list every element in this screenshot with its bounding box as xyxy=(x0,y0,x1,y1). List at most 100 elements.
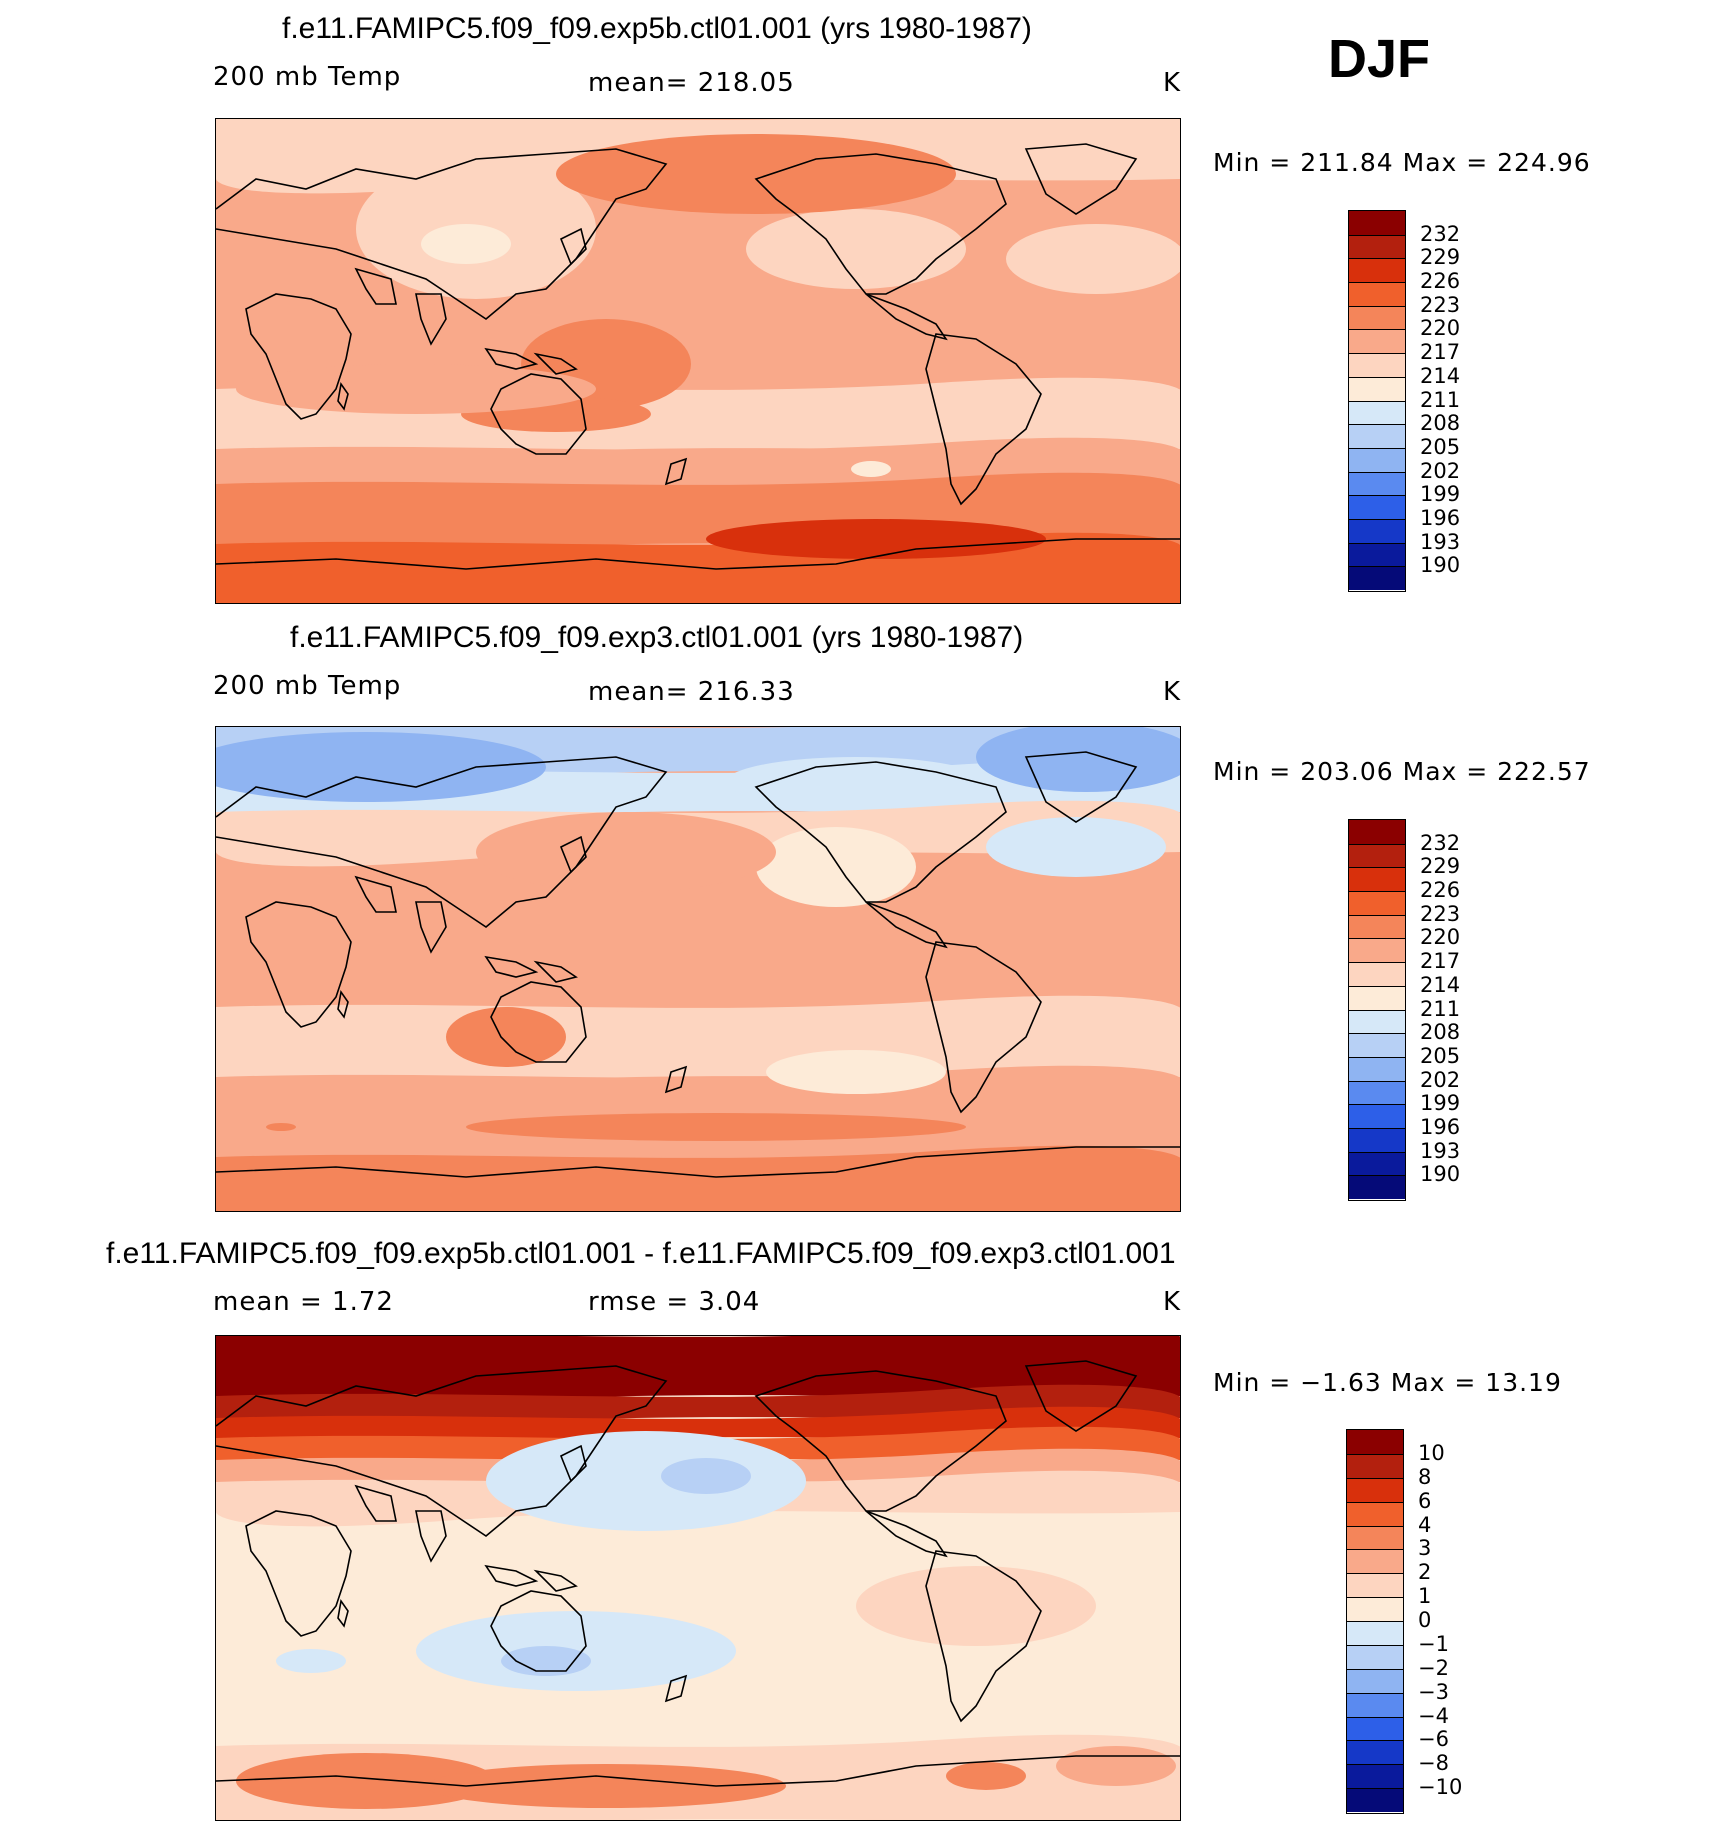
colorbar-segment xyxy=(1349,258,1405,283)
colorbar-tick-label: 208 xyxy=(1420,411,1461,436)
colorbar-segment xyxy=(1349,376,1405,401)
colorbar-segment xyxy=(1347,1525,1403,1550)
coastline xyxy=(664,1065,688,1094)
contour-region xyxy=(556,134,956,214)
colorbar-segment xyxy=(1347,1788,1403,1812)
colorbar-tick-label: 205 xyxy=(1420,434,1461,459)
panel-1-mean-label: mean= 218.05 xyxy=(588,68,795,98)
colorbar-segment xyxy=(1349,962,1405,986)
coastline xyxy=(865,901,948,949)
colorbar-segment xyxy=(1349,447,1405,472)
contour-region xyxy=(756,827,916,907)
contour-region xyxy=(746,209,966,289)
colorbar-segment xyxy=(1347,1573,1403,1598)
colorbar-segment xyxy=(1349,938,1405,963)
coastline xyxy=(484,347,539,370)
colorbar-tick-label: 199 xyxy=(1420,482,1461,507)
colorbar-segment xyxy=(1349,914,1405,939)
colorbar-segment xyxy=(1347,1597,1403,1621)
colorbar-tick-label: 211 xyxy=(1420,387,1461,412)
contour-region xyxy=(726,757,986,807)
colorbar-tick-label: −2 xyxy=(1418,1655,1449,1680)
contour-region xyxy=(1006,224,1180,294)
colorbar-segment xyxy=(1347,1549,1403,1574)
coastline xyxy=(865,1510,948,1558)
colorbar-segment xyxy=(1349,1151,1405,1176)
colorbar-segment xyxy=(1349,1080,1405,1105)
contour-region xyxy=(466,1113,966,1141)
colorbar-segment xyxy=(1349,353,1405,377)
colorbar-tick-label: 193 xyxy=(1420,1138,1461,1163)
colorbar-segment xyxy=(1349,1056,1405,1081)
colorbar-segment xyxy=(1347,1692,1403,1717)
colorbar-tick-label: 10 xyxy=(1418,1440,1445,1465)
panel-3-minmax: Min = −1.63 Max = 13.19 xyxy=(1213,1368,1562,1397)
colorbar-segment xyxy=(1349,1033,1405,1057)
colorbar-tick-label: 211 xyxy=(1420,996,1461,1021)
colorbar-segment xyxy=(1349,424,1405,448)
panel-2-minmax: Min = 203.06 Max = 222.57 xyxy=(1213,757,1591,786)
colorbar-segment xyxy=(1349,985,1405,1010)
colorbar-segment xyxy=(1349,891,1405,915)
coastline xyxy=(245,293,352,420)
panel-3-unit-label: K xyxy=(1163,1287,1182,1317)
coastline xyxy=(354,875,397,913)
contour-region xyxy=(276,1649,346,1673)
coastline xyxy=(1024,751,1138,823)
panel-2-colorbar xyxy=(1348,819,1406,1201)
coastline xyxy=(354,267,397,305)
panel-3-map xyxy=(215,1335,1181,1821)
colorbar-segment xyxy=(1347,1668,1403,1693)
panel-3-title: f.e11.FAMIPC5.f09_f09.exp5b.ctl01.001 - … xyxy=(106,1237,1176,1270)
coastline xyxy=(1024,1360,1138,1432)
colorbar-tick-label: 193 xyxy=(1420,529,1461,554)
coastline xyxy=(533,1569,578,1592)
colorbar-segment xyxy=(1349,495,1405,519)
contour-region xyxy=(446,1007,566,1067)
colorbar-tick-label: 229 xyxy=(1420,245,1461,270)
contour-region xyxy=(426,1764,786,1808)
coastline xyxy=(337,381,349,411)
coastline xyxy=(415,1510,447,1563)
contour-region xyxy=(421,224,511,264)
contour-region xyxy=(766,1050,946,1094)
colorbar-tick-label: 196 xyxy=(1420,1114,1461,1139)
colorbar-tick-label: 214 xyxy=(1420,972,1461,997)
colorbar-tick-label: 226 xyxy=(1420,878,1461,903)
colorbar-segment xyxy=(1349,471,1405,496)
colorbar-segment xyxy=(1349,1009,1405,1034)
panel-1-map xyxy=(215,118,1181,604)
colorbar-segment xyxy=(1347,1453,1403,1478)
colorbar-tick-label: 4 xyxy=(1418,1512,1432,1537)
colorbar-tick-label: 229 xyxy=(1420,854,1461,879)
colorbar-segment xyxy=(1347,1477,1403,1502)
contour-region xyxy=(236,1753,496,1809)
colorbar-segment xyxy=(1347,1764,1403,1789)
colorbar-tick-label: −6 xyxy=(1418,1727,1449,1752)
panel-2-map xyxy=(215,726,1181,1212)
panel-1-colorbar xyxy=(1348,210,1406,592)
colorbar-tick-label: −10 xyxy=(1418,1775,1463,1800)
colorbar-tick-label: 3 xyxy=(1418,1536,1432,1561)
coastline xyxy=(245,1510,352,1637)
map-field-svg xyxy=(216,1336,1180,1820)
colorbar-segment xyxy=(1347,1716,1403,1741)
colorbar-tick-label: 226 xyxy=(1420,269,1461,294)
colorbar-tick-label: 220 xyxy=(1420,316,1461,341)
coastline xyxy=(354,1484,397,1522)
contour-region xyxy=(706,519,1046,559)
colorbar-segment xyxy=(1349,400,1405,425)
colorbar-segment xyxy=(1347,1621,1403,1645)
coastline xyxy=(337,1598,349,1628)
colorbar-tick-label: 232 xyxy=(1420,830,1461,855)
contour-region xyxy=(216,732,546,802)
panel-2-variable-label: 200 mb Temp xyxy=(213,671,402,701)
panel-2-mean-label: mean= 216.33 xyxy=(588,677,795,707)
coastline xyxy=(754,761,1007,903)
coastline xyxy=(245,901,352,1028)
colorbar-tick-label: 8 xyxy=(1418,1464,1432,1489)
colorbar-tick-label: 208 xyxy=(1420,1020,1461,1045)
panel-1-minmax: Min = 211.84 Max = 224.96 xyxy=(1213,148,1591,177)
colorbar-segment xyxy=(1349,1127,1405,1152)
panel-1-variable-label: 200 mb Temp xyxy=(213,62,402,92)
